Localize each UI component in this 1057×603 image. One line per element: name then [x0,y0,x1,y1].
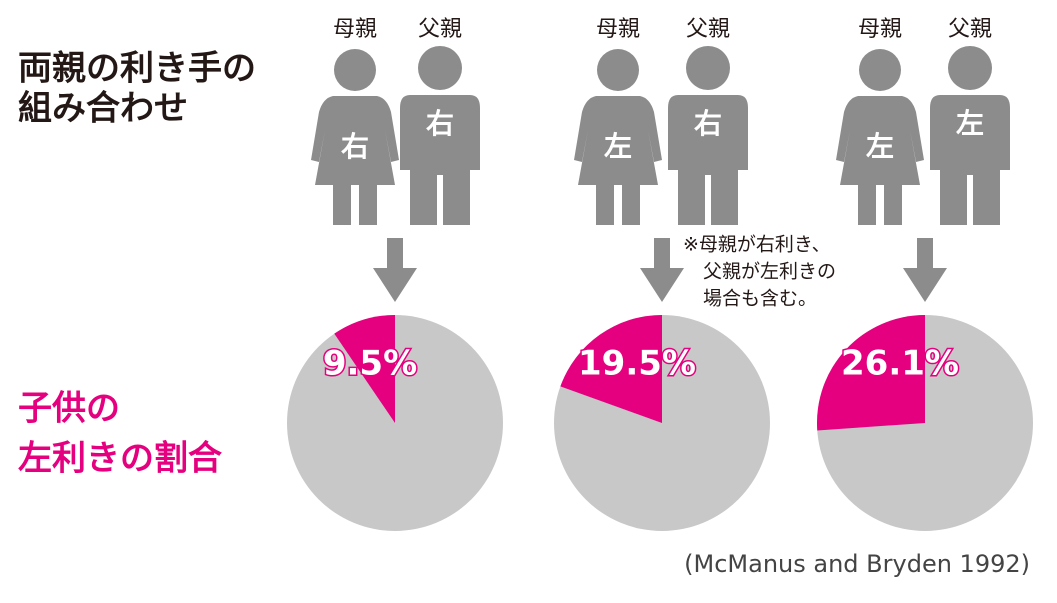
note: 場合も含む。 [703,288,817,310]
parent-label: 父親 [948,17,992,42]
mother-head [859,49,901,91]
hand-label: 左 [866,130,894,163]
parent-label: 母親 [596,17,640,42]
mother-head [334,49,376,91]
parent-label: 父親 [418,17,462,42]
father-head [686,46,730,90]
pie-slice [817,315,925,431]
note: 父親が左利きの [703,261,836,283]
parent-label: 母親 [333,17,377,42]
mother-body [836,96,924,225]
pie-slice [334,315,395,423]
arrow [373,238,417,302]
mother-body [311,96,399,225]
mother-head [597,49,639,91]
note: ※母親が右利き、 [683,234,831,256]
father-body [668,95,748,225]
row-label: 左利きの割合 [18,439,222,479]
arrow [640,238,684,302]
father-body [400,95,480,225]
value-label: 9.5% [323,344,417,384]
source: (McManus and Bryden 1992) [684,550,1030,578]
father-head [948,46,992,90]
parent-label: 母親 [858,17,902,42]
father-body [930,95,1010,225]
row-label: 組み合わせ [18,89,188,129]
value-label: 19.5% [578,344,696,384]
row-label: 子供の [18,389,120,429]
hand-label: 左 [956,107,984,140]
row-label: 両親の利き手の [18,49,256,89]
hand-label: 右 [341,130,369,163]
hand-label: 左 [604,130,632,163]
pie-slice [560,315,662,423]
hand-label: 右 [694,107,722,140]
parent-label: 父親 [686,17,730,42]
arrow [903,238,947,302]
father-head [418,46,462,90]
hand-label: 右 [426,107,454,140]
mother-body [574,96,662,225]
value-label: 26.1% [841,344,959,384]
